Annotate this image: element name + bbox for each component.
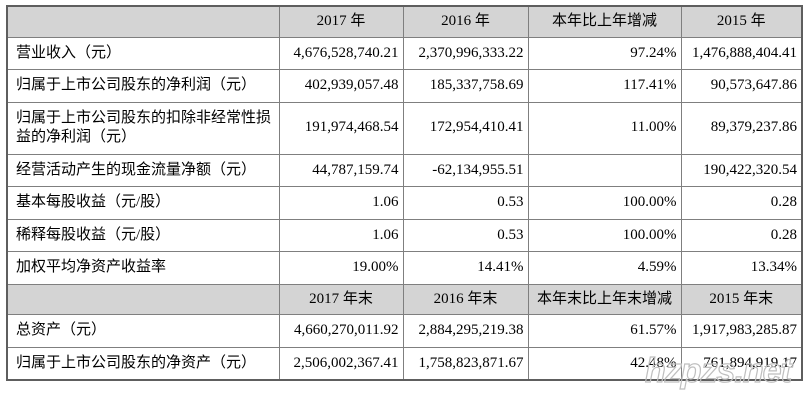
header-blank-cell bbox=[6, 5, 280, 38]
table-row-total-assets: 总资产（元） 4,660,270,011.92 2,884,295,219.38… bbox=[6, 314, 803, 348]
value-2017: 19.00% bbox=[278, 251, 404, 285]
table-row-weighted-avg-roe: 加权平均净资产收益率 19.00% 14.41% 4.59% 13.34% bbox=[6, 251, 803, 285]
value-2015: 190,422,320.54 bbox=[680, 153, 803, 187]
row-label: 营业收入（元） bbox=[6, 36, 280, 70]
row-label: 基本每股收益（元/股） bbox=[6, 186, 280, 220]
value-2016: -62,134,955.51 bbox=[402, 153, 529, 187]
value-2016: 185,337,758.69 bbox=[402, 69, 529, 103]
value-2017: 191,974,468.54 bbox=[278, 101, 404, 155]
table-row-diluted-eps: 稀释每股收益（元/股） 1.06 0.53 100.00% 0.28 bbox=[6, 218, 803, 252]
table-header-row-annual: 2017 年 2016 年 本年比上年增减 2015 年 bbox=[6, 5, 803, 38]
column-header-2016: 2016 年 bbox=[402, 5, 529, 38]
table-row-net-assets: 归属于上市公司股东的净资产（元） 2,506,002,367.41 1,758,… bbox=[6, 346, 803, 381]
table-row-basic-eps: 基本每股收益（元/股） 1.06 0.53 100.00% 0.28 bbox=[6, 186, 803, 220]
value-2015: 89,379,237.86 bbox=[680, 101, 803, 155]
value-2017: 402,939,057.48 bbox=[278, 69, 404, 103]
row-label: 加权平均净资产收益率 bbox=[6, 251, 280, 285]
value-2016: 0.53 bbox=[402, 186, 529, 220]
table-row-operating-cash-flow: 经营活动产生的现金流量净额（元） 44,787,159.74 -62,134,9… bbox=[6, 153, 803, 187]
table-row-operating-revenue: 营业收入（元） 4,676,528,740.21 2,370,996,333.2… bbox=[6, 36, 803, 70]
value-2017: 44,787,159.74 bbox=[278, 153, 404, 187]
value-2017: 4,676,528,740.21 bbox=[278, 36, 404, 70]
value-2016: 14.41% bbox=[402, 251, 529, 285]
value-2016: 1,758,823,871.67 bbox=[402, 346, 529, 381]
column-header-2015-yearend: 2015 年末 bbox=[680, 283, 803, 315]
value-change: 97.24% bbox=[527, 36, 682, 70]
value-2015: 90,573,647.86 bbox=[680, 69, 803, 103]
value-change: 100.00% bbox=[527, 218, 682, 252]
table-row-net-profit-excl-nonrecurring: 归属于上市公司股东的扣除非经常性损益的净利润（元） 191,974,468.54… bbox=[6, 101, 803, 155]
value-2016: 172,954,410.41 bbox=[402, 101, 529, 155]
column-header-2017: 2017 年 bbox=[278, 5, 404, 38]
value-change: 61.57% bbox=[527, 314, 682, 348]
financial-summary-table: 2017 年 2016 年 本年比上年增减 2015 年 营业收入（元） 4,6… bbox=[6, 5, 803, 381]
value-2015: 1,917,983,285.87 bbox=[680, 314, 803, 348]
table-row-net-profit: 归属于上市公司股东的净利润（元） 402,939,057.48 185,337,… bbox=[6, 69, 803, 103]
value-2015: 0.28 bbox=[680, 186, 803, 220]
value-change: 42.48% bbox=[527, 346, 682, 381]
row-label: 经营活动产生的现金流量净额（元） bbox=[6, 153, 280, 187]
column-header-2016-yearend: 2016 年末 bbox=[402, 283, 529, 315]
row-label: 归属于上市公司股东的扣除非经常性损益的净利润（元） bbox=[6, 101, 280, 155]
value-change: 100.00% bbox=[527, 186, 682, 220]
value-2015: 1,476,888,404.41 bbox=[680, 36, 803, 70]
column-header-yearend-change: 本年末比上年末增减 bbox=[527, 283, 682, 315]
value-2017: 4,660,270,011.92 bbox=[278, 314, 404, 348]
column-header-yoy-change: 本年比上年增减 bbox=[527, 5, 682, 38]
column-header-2015: 2015 年 bbox=[680, 5, 803, 38]
value-change: 11.00% bbox=[527, 101, 682, 155]
row-label: 总资产（元） bbox=[6, 314, 280, 348]
value-2016: 2,370,996,333.22 bbox=[402, 36, 529, 70]
table-header-row-yearend: 2017 年末 2016 年末 本年末比上年末增减 2015 年末 bbox=[6, 283, 803, 315]
value-2017: 1.06 bbox=[278, 218, 404, 252]
row-label: 归属于上市公司股东的净资产（元） bbox=[6, 346, 280, 381]
row-label: 归属于上市公司股东的净利润（元） bbox=[6, 69, 280, 103]
value-2017: 2,506,002,367.41 bbox=[278, 346, 404, 381]
value-change bbox=[527, 153, 682, 187]
value-2016: 2,884,295,219.38 bbox=[402, 314, 529, 348]
value-2015: 13.34% bbox=[680, 251, 803, 285]
row-label: 稀释每股收益（元/股） bbox=[6, 218, 280, 252]
value-2017: 1.06 bbox=[278, 186, 404, 220]
header-blank-cell bbox=[6, 283, 280, 315]
value-2015: 0.28 bbox=[680, 218, 803, 252]
column-header-2017-yearend: 2017 年末 bbox=[278, 283, 404, 315]
value-2015: 761,894,919.17 bbox=[680, 346, 803, 381]
value-change: 117.41% bbox=[527, 69, 682, 103]
value-change: 4.59% bbox=[527, 251, 682, 285]
value-2016: 0.53 bbox=[402, 218, 529, 252]
